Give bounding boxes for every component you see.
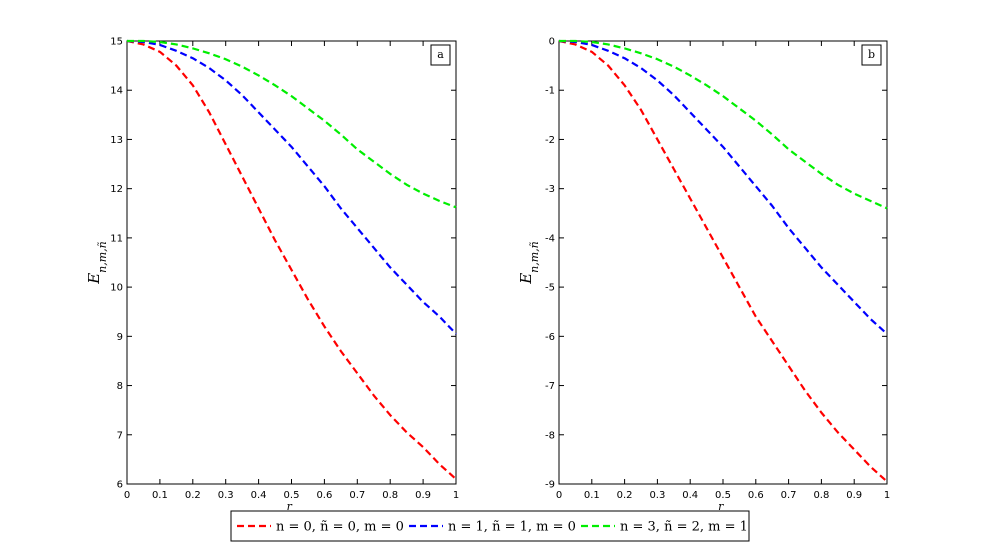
x-tick-label: 1 bbox=[453, 490, 459, 501]
x-tick-label: 0.5 bbox=[284, 490, 300, 501]
legend-box bbox=[230, 510, 750, 542]
y-tick-label: 9 bbox=[117, 332, 123, 343]
y-axis-label: En,m,ñ bbox=[517, 241, 541, 285]
panel-tag-box bbox=[430, 44, 451, 66]
y-tick-label: 14 bbox=[110, 86, 123, 97]
y-tick-label: -3 bbox=[545, 184, 555, 195]
x-tick-label: 0.3 bbox=[649, 490, 665, 501]
axis-label-subscript: n,m,ñ bbox=[96, 241, 109, 273]
x-tick-label: 0.8 bbox=[813, 490, 829, 501]
series-line-2 bbox=[126, 39, 457, 335]
plot-area bbox=[126, 40, 457, 485]
y-tick-label: -4 bbox=[545, 233, 555, 244]
x-tick-label: 0.7 bbox=[781, 490, 797, 501]
y-tick-label: 8 bbox=[117, 381, 123, 392]
panel-tag-box bbox=[861, 44, 882, 66]
x-tick-label: 0.3 bbox=[218, 490, 234, 501]
series-line-1 bbox=[126, 39, 457, 480]
series-line-3 bbox=[127, 39, 457, 209]
x-tick-label: 0 bbox=[556, 490, 562, 501]
y-tick-label: -5 bbox=[545, 283, 555, 294]
x-tick-label: 0.7 bbox=[349, 490, 365, 501]
chart-panel-a: 0 0.1 0.2 0.3 0.4 0.5 0.6 0.7 0.8 0.9 1 6 7 8 9 10 11 12 1… bbox=[85, 37, 459, 517]
chart-panel-b: 0 0.1 0.2 0.3 0.4 0.5 0.6 0.7 0.8 0.9 1 -9 -8 -7 -6 -5 -… bbox=[517, 37, 890, 517]
y-tick-label: -2 bbox=[545, 135, 555, 146]
y-tick-label: 10 bbox=[110, 283, 123, 294]
plot-area bbox=[558, 40, 888, 485]
panel-tag-label: b bbox=[868, 48, 875, 61]
y-axis-label: En,m,ñ bbox=[85, 241, 109, 285]
y-tick-label: 12 bbox=[110, 184, 123, 195]
x-tick-label: 0.4 bbox=[682, 490, 698, 501]
x-tick-label: 0.2 bbox=[617, 490, 633, 501]
x-tick-label: 0.6 bbox=[748, 490, 764, 501]
x-tick-label: 1 bbox=[884, 490, 890, 501]
y-tick-label: 0 bbox=[549, 37, 555, 48]
x-tick-label: 0.5 bbox=[715, 490, 731, 501]
x-tick-label: 0.9 bbox=[415, 490, 431, 501]
y-tick-label: 7 bbox=[117, 430, 123, 441]
y-tick-label: 15 bbox=[110, 37, 123, 48]
y-tick-label: -1 bbox=[545, 86, 555, 97]
x-tick-label: 0.2 bbox=[185, 490, 201, 501]
legend: n = 0, ñ = 0, m = 0 n = 1, ñ = 1, m = 0 n … bbox=[230, 510, 750, 542]
x-tick-label: 0.4 bbox=[251, 490, 267, 501]
x-tick-label: 0 bbox=[124, 490, 130, 501]
x-tick-label: 0.6 bbox=[316, 490, 332, 501]
y-tick-label: -9 bbox=[545, 480, 555, 491]
x-tick-label: 0.1 bbox=[584, 490, 600, 501]
y-tick-label: -6 bbox=[545, 332, 555, 343]
y-tick-label: -7 bbox=[545, 381, 555, 392]
series-line-2 bbox=[558, 39, 888, 335]
y-tick-label: 6 bbox=[117, 480, 123, 491]
series-line-1 bbox=[558, 39, 888, 483]
legend-entry-label: n = 1, ñ = 1, m = 0 bbox=[448, 520, 576, 535]
y-tick-label: -8 bbox=[545, 430, 555, 441]
legend-entry-label: n = 0, ñ = 0, m = 0 bbox=[276, 520, 404, 535]
x-tick-label: 0.9 bbox=[846, 490, 862, 501]
x-tick-label: 0.8 bbox=[382, 490, 398, 501]
x-tick-label: 0.1 bbox=[152, 490, 168, 501]
panel-tag-label: a bbox=[437, 48, 444, 61]
y-tick-label: 13 bbox=[110, 135, 123, 146]
series-line-3 bbox=[559, 39, 888, 210]
axis-label-subscript: n,m,ñ bbox=[528, 241, 541, 273]
legend-entry-label: n = 3, ñ = 2, m = 1 bbox=[620, 520, 748, 535]
y-tick-label: 11 bbox=[110, 233, 123, 244]
